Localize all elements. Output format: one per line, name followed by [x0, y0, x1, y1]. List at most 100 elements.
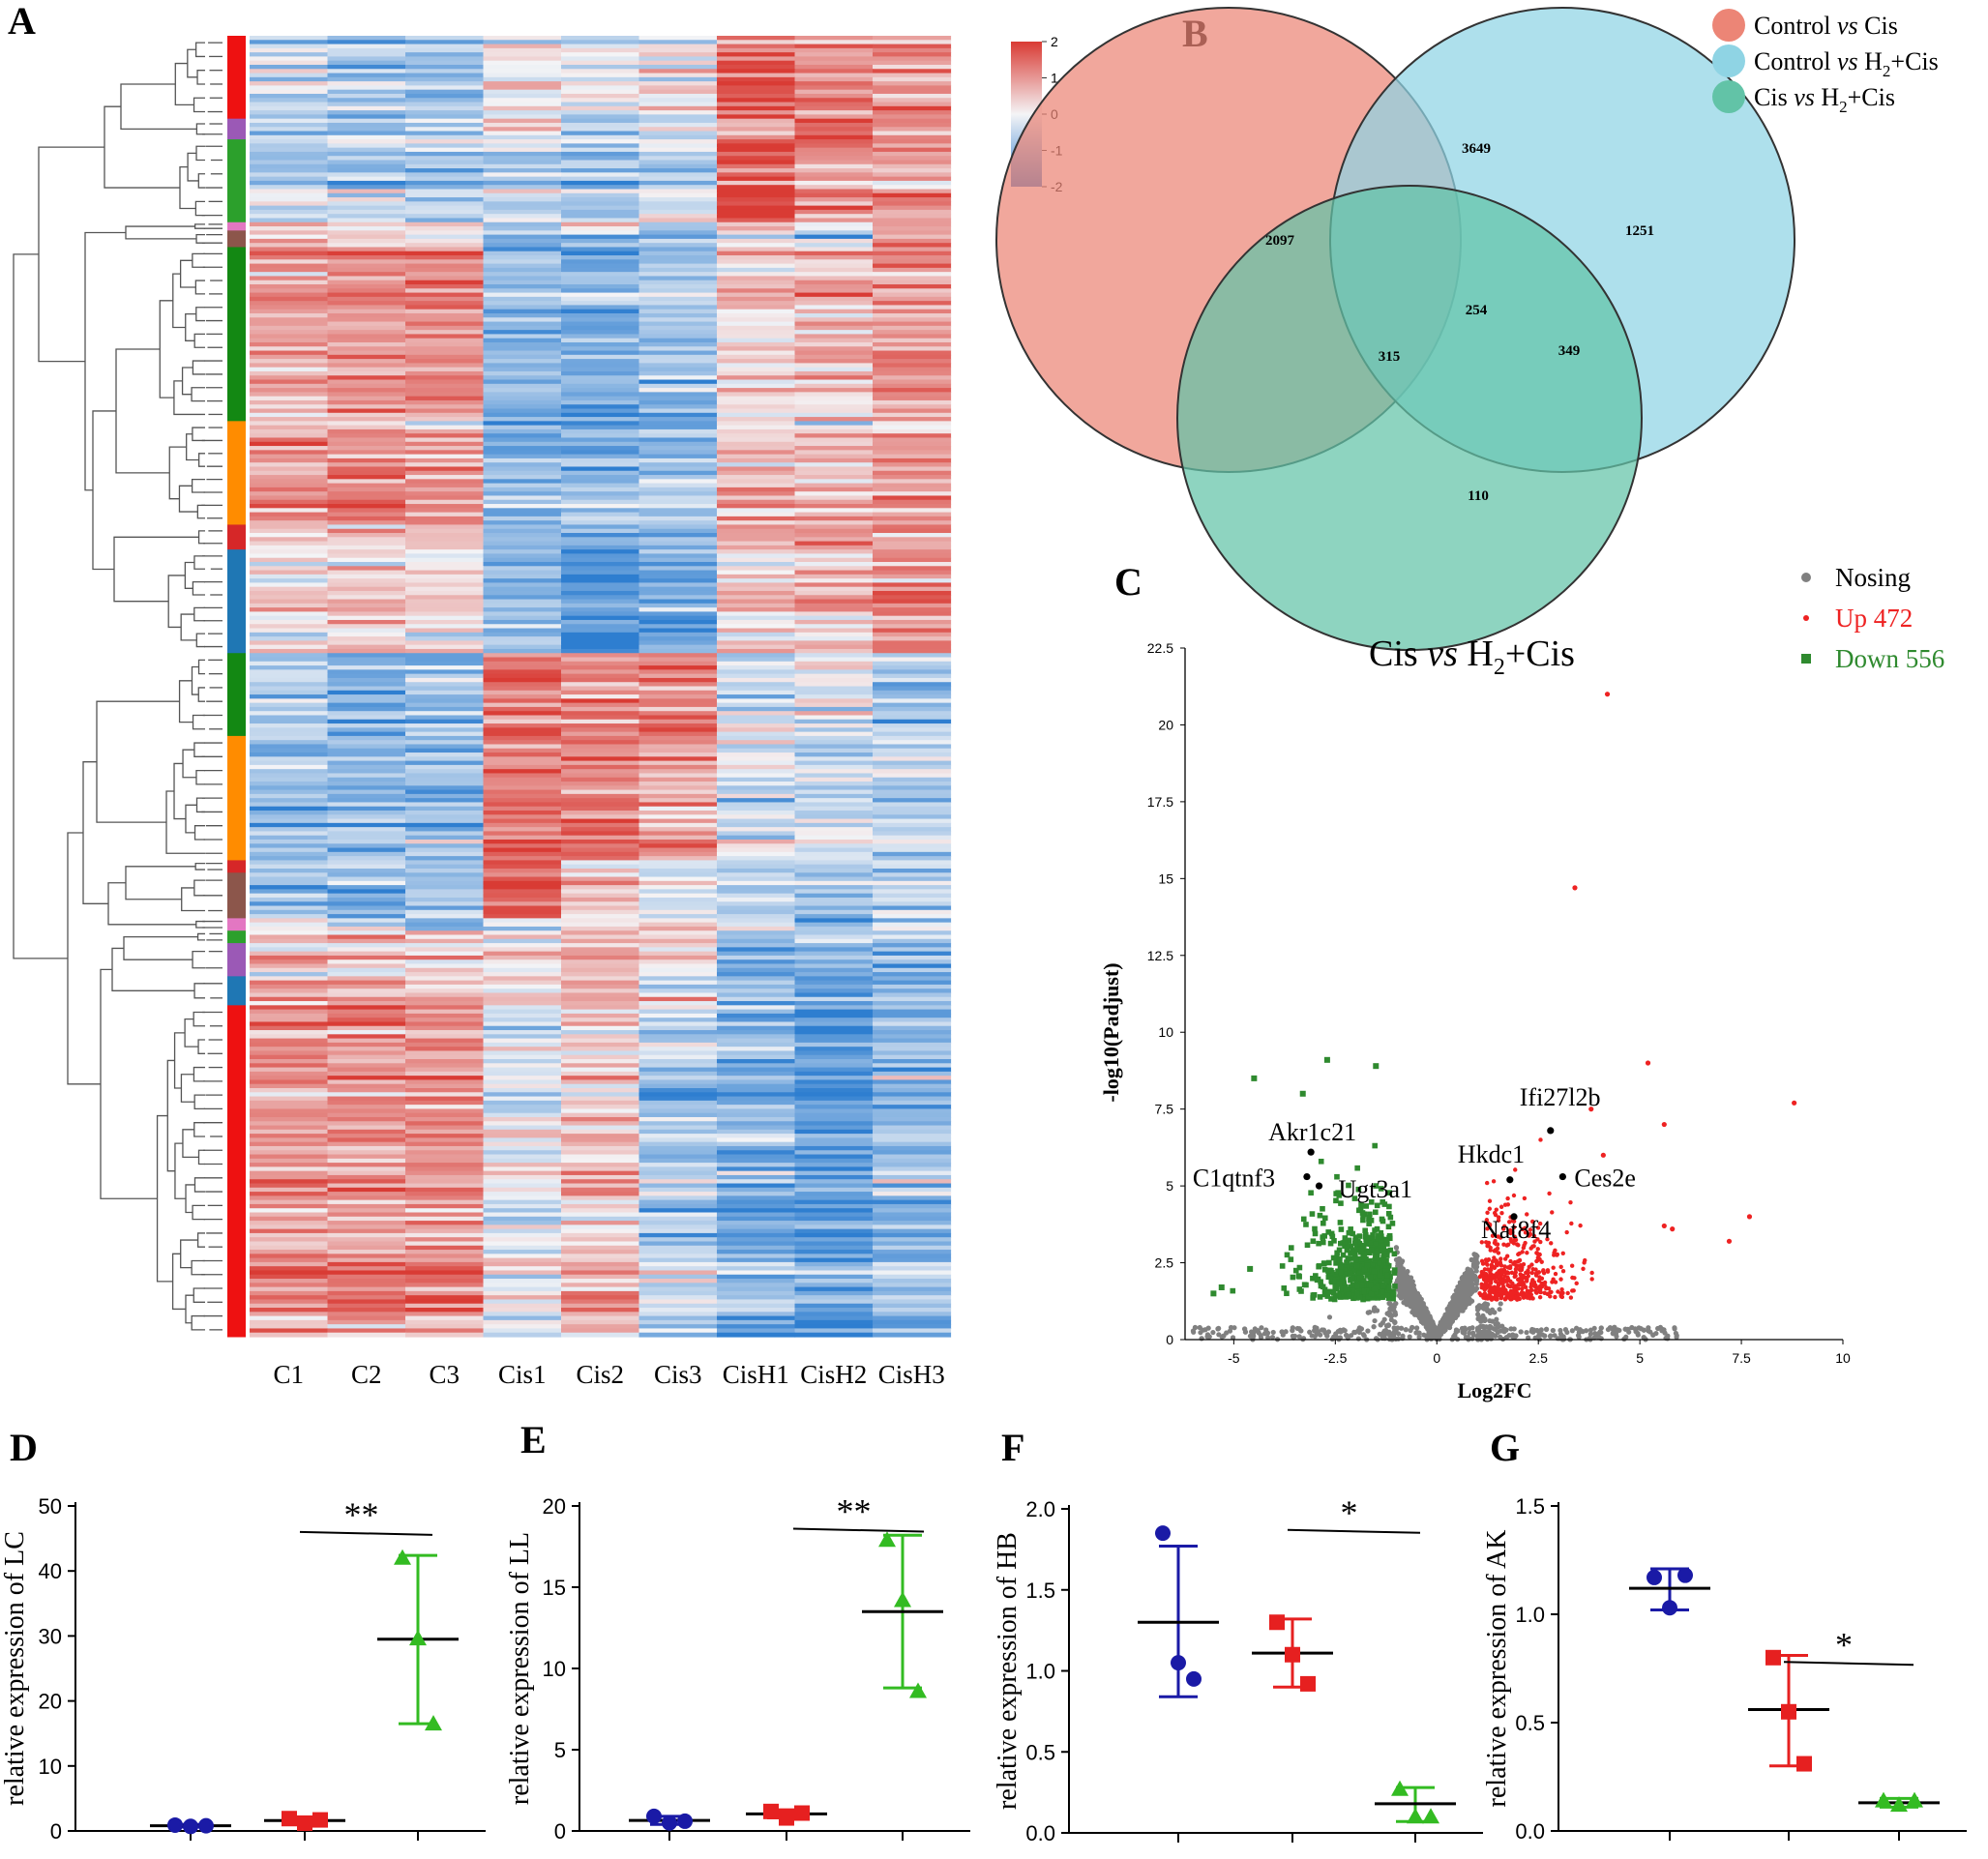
heatmap-cell: [250, 570, 329, 575]
heatmap-cell: [483, 69, 562, 74]
heatmap-cell: [250, 619, 329, 625]
heatmap-cell: [638, 134, 718, 140]
heatmap-cell: [561, 951, 640, 957]
heatmap-cell: [483, 955, 562, 960]
heatmap-cell: [794, 243, 874, 249]
heatmap-cell: [327, 52, 406, 58]
heatmap-cell: [638, 305, 718, 310]
heatmap-cell: [794, 1034, 874, 1040]
heatmap-cell: [327, 1270, 406, 1276]
heatmap-cell: [794, 802, 874, 808]
heatmap-cell: [717, 702, 796, 708]
heatmap-cell: [873, 1096, 952, 1102]
heatmap-cell: [483, 1150, 562, 1156]
heatmap-cell: [717, 1054, 796, 1060]
heatmap-cell: [638, 359, 718, 364]
heatmap-cell: [794, 619, 874, 625]
heatmap-cell: [717, 354, 796, 360]
heatmap-cell: [561, 938, 640, 944]
heatmap-cell: [794, 399, 874, 405]
heatmap-cell: [250, 930, 329, 936]
heatmap-cell: [327, 446, 406, 451]
heatmap-cell: [250, 44, 329, 49]
heatmap-cell: [327, 139, 406, 144]
heatmap-cell: [561, 296, 640, 302]
heatmap-cell: [794, 412, 874, 418]
heatmap-cell: [638, 557, 718, 563]
heatmap-cell: [561, 872, 640, 878]
panel-label-c: C: [1114, 560, 1142, 604]
heatmap-cell: [405, 686, 485, 692]
heatmap-cell: [250, 454, 329, 459]
heatmap-cell: [405, 1054, 485, 1060]
heatmap-cell: [717, 951, 796, 957]
heatmap-cell: [794, 607, 874, 612]
heatmap-cell: [483, 972, 562, 977]
heatmap-cell: [405, 180, 485, 186]
heatmap-cell: [327, 516, 406, 521]
heatmap-cell: [405, 1295, 485, 1301]
heatmap-cell: [250, 1245, 329, 1251]
heatmap-cell: [250, 1034, 329, 1040]
heatmap-cell: [873, 897, 952, 902]
heatmap-cell: [327, 1254, 406, 1259]
heatmap-cell: [561, 156, 640, 162]
heatmap-cell: [638, 234, 718, 240]
heatmap-cell: [794, 955, 874, 960]
heatmap-cell: [327, 134, 406, 140]
heatmap-cell: [561, 470, 640, 476]
heatmap-cell: [638, 1154, 718, 1160]
heatmap-cell: [717, 677, 796, 683]
heatmap-cell: [717, 52, 796, 58]
heatmap-cell: [483, 549, 562, 555]
heatmap-cell: [638, 963, 718, 969]
heatmap-cell: [561, 811, 640, 815]
heatmap-cell: [327, 243, 406, 249]
venn-count-c-only: 110: [1468, 488, 1489, 504]
heatmap-cell: [405, 1021, 485, 1027]
heatmap-cell: [717, 85, 796, 91]
heatmap-cell: [561, 93, 640, 99]
heatmap-cell: [873, 1050, 952, 1056]
volcano-point-nosig: [1259, 1325, 1264, 1331]
heatmap-cell: [327, 524, 406, 530]
heatmap-cell: [250, 599, 329, 605]
heatmap-cell: [717, 73, 796, 78]
heatmap-cell: [561, 417, 640, 422]
volcano-point-nosig: [1325, 1329, 1332, 1335]
heatmap-cell: [483, 1158, 562, 1164]
heatmap-cell: [873, 590, 952, 596]
heatmap-cell: [638, 574, 718, 579]
heatmap-cell: [250, 1071, 329, 1077]
heatmap-cell: [873, 611, 952, 617]
heatmap-cell: [717, 1183, 796, 1189]
heatmap-cell: [794, 230, 874, 236]
heatmap-cell: [483, 433, 562, 439]
heatmap-cell: [561, 428, 640, 434]
heatmap-cell: [250, 847, 329, 853]
heatmap-cell: [717, 495, 796, 501]
heatmap-cell: [483, 76, 562, 82]
heatmap-cell: [327, 276, 406, 281]
heatmap-cell: [250, 785, 329, 791]
heatmap-cell: [873, 918, 952, 924]
heatmap-cell: [483, 1063, 562, 1069]
heatmap-cell: [638, 504, 718, 509]
heatmap-cell: [717, 727, 796, 733]
heatmap-cell: [873, 363, 952, 369]
heatmap-cell: [250, 412, 329, 418]
heatmap-cell: [250, 325, 329, 331]
heatmap-cell: [873, 247, 952, 252]
heatmap-cell: [405, 851, 485, 857]
heatmap-cell: [717, 611, 796, 617]
heatmap-cell: [483, 561, 562, 567]
heatmap-cell: [483, 599, 562, 605]
heatmap-cell: [250, 1125, 329, 1131]
heatmap-cell: [561, 615, 640, 621]
heatmap-cell: [717, 561, 796, 567]
heatmap-cell: [405, 341, 485, 347]
heatmap-cell: [250, 1166, 329, 1172]
heatmap-cell: [405, 856, 485, 862]
heatmap-cell: [250, 259, 329, 265]
heatmap-cell: [483, 375, 562, 381]
